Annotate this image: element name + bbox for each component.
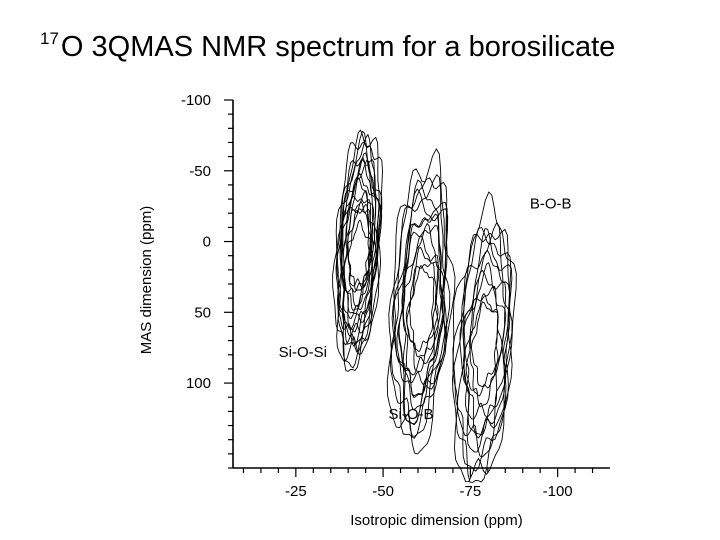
contour-line: [336, 129, 383, 369]
axes: [224, 99, 610, 477]
contour-line: [386, 148, 456, 455]
peak-annotation: Si-O-Si: [279, 344, 327, 361]
contour-line: [343, 204, 371, 311]
contour-line: [337, 134, 383, 353]
contour-line: [335, 158, 377, 345]
contour-line: [388, 168, 448, 439]
contour-line: [459, 228, 513, 453]
x-tick-label: -75: [460, 483, 482, 500]
y-tick-label: 50: [194, 304, 211, 321]
contour-layer: [332, 129, 517, 483]
contour-line: [389, 174, 451, 437]
x-axis-title: Isotropic dimension (ppm): [350, 512, 523, 529]
contour-line: [347, 201, 374, 293]
chart-title: 17O 3QMAS NMR spectrum for a borosilicat…: [40, 22, 700, 64]
contour-line: [343, 172, 377, 333]
contour-line: [341, 190, 374, 307]
contour-line: [452, 227, 512, 472]
title-superscript: 17: [40, 29, 59, 48]
contour-line: [392, 179, 448, 426]
y-tick-label: -50: [189, 163, 211, 180]
y-tick-label: -100: [181, 92, 211, 109]
contour-line: [402, 223, 444, 385]
contour-line: [468, 293, 499, 397]
contour-line: [347, 208, 373, 291]
contour-line: [346, 219, 371, 287]
contour-line: [452, 228, 513, 483]
peak-annotation: Si-O-B: [389, 406, 434, 423]
labels-layer: -100 -50 0 50 100 -25 -50 -75 -100 Isotropic dime…: [138, 92, 573, 529]
title-text: O 3QMAS NMR spectrum for a borosilicate: [60, 31, 616, 63]
contour-line: [398, 225, 444, 397]
contour-line: [341, 157, 380, 331]
x-tick-label: -25: [285, 483, 307, 500]
contour-line: [462, 249, 510, 439]
x-tick-label: -100: [543, 483, 573, 500]
y-tick-label: 0: [203, 234, 211, 251]
peak-annotation: B-O-B: [530, 195, 572, 212]
contour-line: [471, 301, 499, 388]
contour-line: [463, 270, 507, 436]
x-tick-label: -50: [372, 483, 394, 500]
y-tick-label: 100: [186, 375, 211, 392]
contour-line: [463, 262, 507, 420]
contour-line: [409, 265, 435, 352]
y-axis-title: MAS dimension (ppm): [138, 206, 155, 354]
contour-line: [465, 285, 503, 408]
